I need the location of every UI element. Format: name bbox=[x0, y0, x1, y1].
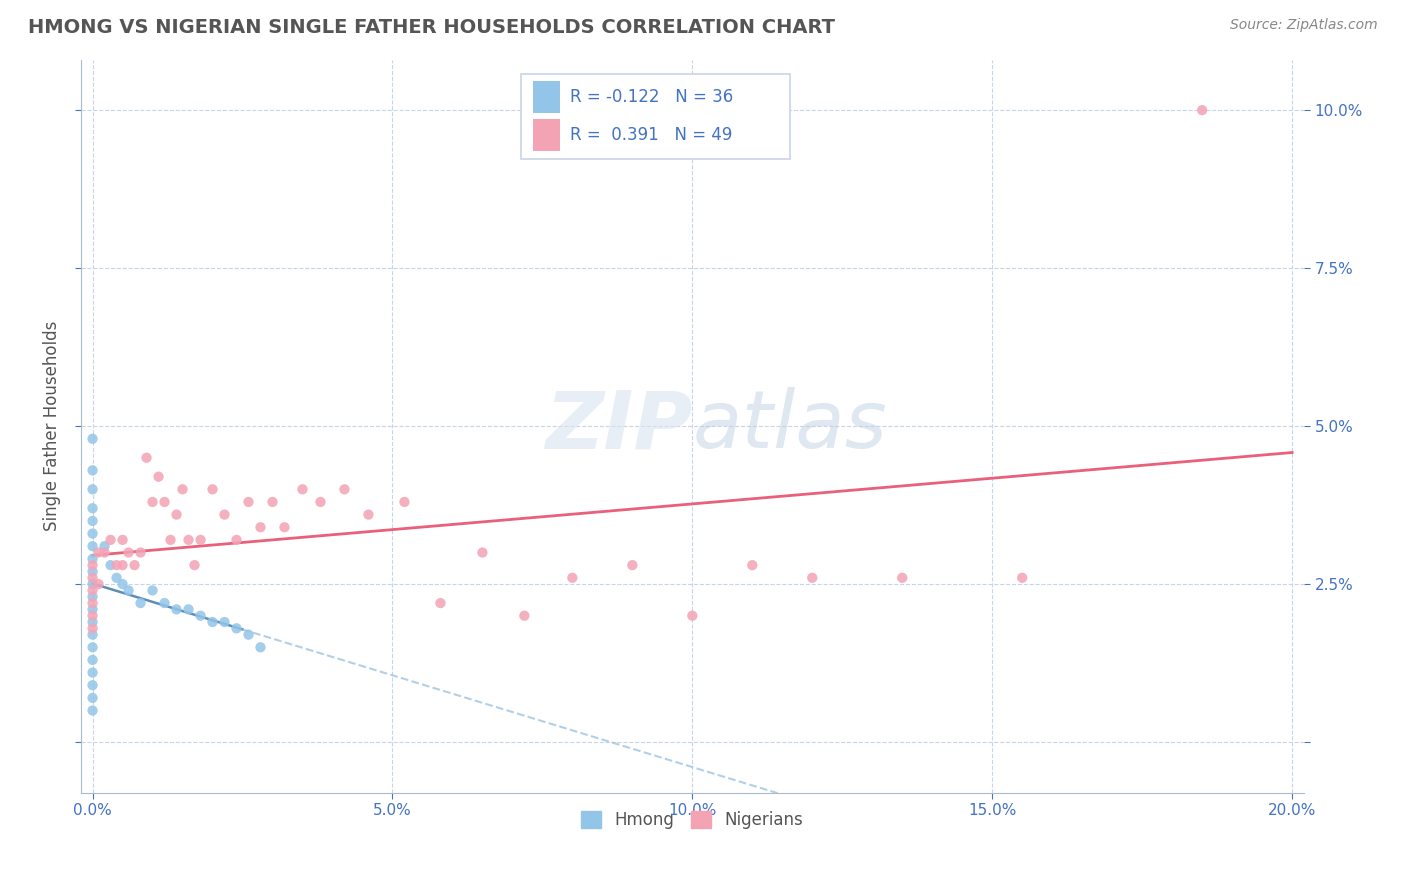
Point bbox=[238, 495, 260, 509]
Point bbox=[82, 653, 104, 667]
Point bbox=[93, 545, 115, 559]
Point bbox=[141, 583, 163, 598]
Point bbox=[129, 596, 152, 610]
FancyBboxPatch shape bbox=[533, 81, 560, 113]
Point bbox=[111, 558, 134, 573]
Point bbox=[471, 545, 494, 559]
Text: atlas: atlas bbox=[692, 387, 887, 465]
Text: R = -0.122   N = 36: R = -0.122 N = 36 bbox=[569, 88, 733, 106]
Point bbox=[394, 495, 416, 509]
Point bbox=[82, 665, 104, 680]
Point bbox=[225, 533, 247, 547]
Point bbox=[891, 571, 914, 585]
Point bbox=[82, 539, 104, 553]
Point bbox=[357, 508, 380, 522]
Point bbox=[87, 577, 110, 591]
Text: R =  0.391   N = 49: R = 0.391 N = 49 bbox=[569, 126, 733, 145]
FancyBboxPatch shape bbox=[533, 119, 560, 152]
Point bbox=[82, 463, 104, 477]
Point bbox=[82, 615, 104, 629]
Point bbox=[429, 596, 451, 610]
Point bbox=[82, 571, 104, 585]
Point bbox=[87, 545, 110, 559]
Point bbox=[621, 558, 644, 573]
Point bbox=[82, 483, 104, 497]
Point bbox=[561, 571, 583, 585]
Point bbox=[82, 551, 104, 566]
Point bbox=[82, 577, 104, 591]
Point bbox=[801, 571, 824, 585]
Point bbox=[117, 545, 139, 559]
Point bbox=[249, 640, 271, 655]
Point bbox=[166, 508, 188, 522]
Point bbox=[82, 678, 104, 692]
Text: ZIP: ZIP bbox=[546, 387, 692, 465]
Point bbox=[82, 640, 104, 655]
Point bbox=[111, 533, 134, 547]
Point bbox=[214, 615, 236, 629]
Point bbox=[681, 608, 703, 623]
Point bbox=[117, 583, 139, 598]
Point bbox=[105, 558, 128, 573]
Point bbox=[309, 495, 332, 509]
Text: HMONG VS NIGERIAN SINGLE FATHER HOUSEHOLDS CORRELATION CHART: HMONG VS NIGERIAN SINGLE FATHER HOUSEHOL… bbox=[28, 18, 835, 37]
Point bbox=[333, 483, 356, 497]
Point bbox=[129, 545, 152, 559]
Point bbox=[513, 608, 536, 623]
Point bbox=[82, 690, 104, 705]
Point bbox=[214, 508, 236, 522]
Point bbox=[100, 533, 122, 547]
Y-axis label: Single Father Households: Single Father Households bbox=[44, 321, 60, 532]
FancyBboxPatch shape bbox=[522, 74, 790, 159]
Point bbox=[291, 483, 314, 497]
Point bbox=[153, 596, 176, 610]
Point bbox=[100, 558, 122, 573]
Point bbox=[201, 615, 224, 629]
Point bbox=[148, 469, 170, 483]
Point bbox=[135, 450, 157, 465]
Point bbox=[177, 533, 200, 547]
Point bbox=[262, 495, 284, 509]
Point bbox=[82, 628, 104, 642]
Point bbox=[1011, 571, 1033, 585]
Point bbox=[82, 608, 104, 623]
Point bbox=[111, 577, 134, 591]
Point bbox=[201, 483, 224, 497]
Point bbox=[82, 583, 104, 598]
Text: Source: ZipAtlas.com: Source: ZipAtlas.com bbox=[1230, 18, 1378, 32]
Point bbox=[82, 514, 104, 528]
Point bbox=[225, 621, 247, 635]
Point bbox=[159, 533, 181, 547]
Point bbox=[153, 495, 176, 509]
Point bbox=[82, 596, 104, 610]
Point bbox=[183, 558, 205, 573]
Point bbox=[249, 520, 271, 534]
Point bbox=[82, 590, 104, 604]
Point bbox=[741, 558, 763, 573]
Legend: Hmong, Nigerians: Hmong, Nigerians bbox=[575, 804, 810, 836]
Point bbox=[177, 602, 200, 616]
Point bbox=[82, 501, 104, 516]
Point bbox=[141, 495, 163, 509]
Point bbox=[82, 704, 104, 718]
Point bbox=[190, 608, 212, 623]
Point bbox=[190, 533, 212, 547]
Point bbox=[166, 602, 188, 616]
Point bbox=[82, 526, 104, 541]
Point bbox=[93, 539, 115, 553]
Point bbox=[238, 628, 260, 642]
Point bbox=[82, 602, 104, 616]
Point bbox=[82, 432, 104, 446]
Point bbox=[124, 558, 146, 573]
Point bbox=[82, 565, 104, 579]
Point bbox=[172, 483, 194, 497]
Point bbox=[105, 571, 128, 585]
Point bbox=[273, 520, 295, 534]
Point bbox=[1191, 103, 1213, 117]
Point bbox=[82, 558, 104, 573]
Point bbox=[82, 621, 104, 635]
